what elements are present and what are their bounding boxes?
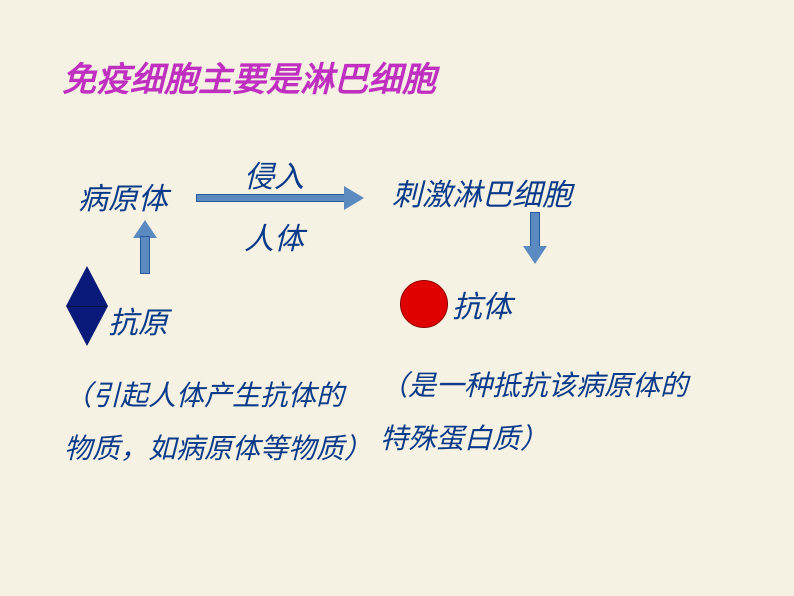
- antibody-label: 抗体: [452, 284, 512, 332]
- pathogen-label: 病原体: [78, 176, 168, 224]
- slide-title: 免疫细胞主要是淋巴细胞: [62, 52, 436, 101]
- body-label: 人体: [244, 216, 304, 264]
- antibody-shape: [400, 280, 448, 328]
- antigen-description: （引起人体产生抗体的物质，如病原体等物质）: [64, 370, 364, 476]
- antigen-label: 抗原: [108, 300, 168, 348]
- stimulate-label: 刺激淋巴细胞: [392, 172, 572, 220]
- antigen-shape: [66, 266, 108, 346]
- antibody-description: （是一种抵抗该病原体的特殊蛋白质）: [380, 360, 690, 466]
